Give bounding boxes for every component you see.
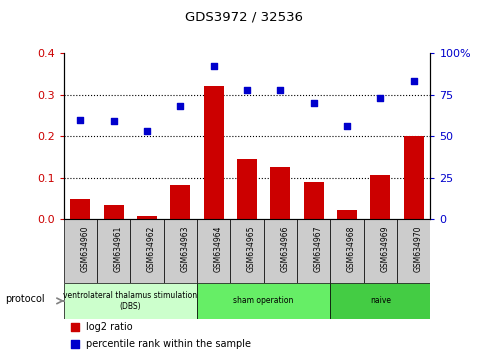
Bar [263, 219, 296, 283]
Text: GSM634962: GSM634962 [146, 226, 156, 272]
Text: GSM634964: GSM634964 [213, 226, 222, 272]
Bar [303, 182, 323, 219]
Bar [130, 219, 163, 283]
Text: log2 ratio: log2 ratio [85, 321, 132, 332]
Text: GSM634963: GSM634963 [180, 226, 189, 272]
Bar [363, 219, 396, 283]
Bar [403, 136, 423, 219]
Point [243, 87, 250, 92]
Text: GSM634967: GSM634967 [313, 226, 322, 272]
Point [309, 100, 317, 106]
Bar [296, 219, 329, 283]
Point [76, 117, 84, 122]
Text: GSM634970: GSM634970 [413, 226, 422, 272]
Bar [170, 185, 190, 219]
Bar [137, 216, 157, 219]
Bar [70, 199, 90, 219]
Bar [63, 219, 97, 283]
Text: GSM634968: GSM634968 [346, 226, 355, 272]
Text: ventrolateral thalamus stimulation
(DBS): ventrolateral thalamus stimulation (DBS) [63, 291, 197, 310]
Text: GSM634966: GSM634966 [280, 226, 289, 272]
Point [376, 95, 384, 101]
Point [409, 79, 417, 84]
Point [109, 119, 117, 124]
Bar [197, 219, 230, 283]
Bar [97, 219, 130, 283]
Bar [203, 86, 223, 219]
Point [176, 103, 184, 109]
Point [343, 124, 350, 129]
Bar [396, 219, 429, 283]
Bar [329, 219, 363, 283]
Bar [237, 159, 256, 219]
Point [343, 274, 350, 279]
Bar [197, 283, 329, 319]
Text: GDS3972 / 32536: GDS3972 / 32536 [185, 11, 303, 24]
Bar [230, 219, 263, 283]
Bar [329, 283, 429, 319]
Bar [336, 210, 356, 219]
Text: protocol: protocol [5, 294, 44, 304]
Text: naive: naive [369, 296, 390, 306]
Bar [163, 219, 197, 283]
Bar [63, 283, 197, 319]
Text: GSM634961: GSM634961 [113, 226, 122, 272]
Text: GSM634965: GSM634965 [246, 226, 255, 272]
Bar [369, 175, 389, 219]
Text: sham operation: sham operation [233, 296, 293, 306]
Bar [103, 205, 123, 219]
Text: GSM634960: GSM634960 [80, 226, 89, 272]
Text: percentile rank within the sample: percentile rank within the sample [85, 339, 250, 349]
Point [276, 87, 284, 92]
Text: GSM634969: GSM634969 [380, 226, 388, 272]
Bar [270, 167, 290, 219]
Point [142, 129, 150, 134]
Point [343, 114, 350, 120]
Point [209, 64, 217, 69]
